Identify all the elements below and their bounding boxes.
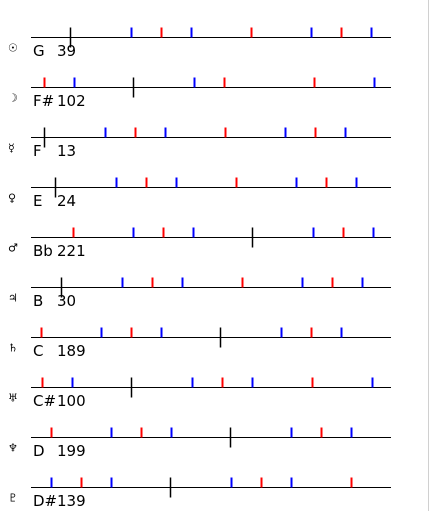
note-name: D	[33, 442, 45, 460]
planet-symbol: ☽	[8, 92, 18, 105]
degree-value: 189	[57, 342, 86, 360]
degree-value: 221	[57, 242, 86, 260]
planet-symbol: ♄	[8, 342, 18, 355]
note-name: Bb	[33, 242, 53, 260]
degree-value: 199	[57, 442, 86, 460]
degree-value: 30	[57, 292, 76, 310]
note-name: B	[33, 292, 43, 310]
note-name: G	[33, 42, 45, 60]
planet-symbol: ♇	[8, 492, 18, 505]
note-name: E	[33, 192, 42, 210]
degree-value: 24	[57, 192, 76, 210]
degree-value: 39	[57, 42, 76, 60]
note-name: F#	[33, 92, 54, 110]
planet-symbol: ♀	[8, 192, 16, 205]
planet-symbol: ♆	[8, 442, 18, 455]
degree-value: 102	[57, 92, 86, 110]
degree-value: 13	[57, 142, 76, 160]
planet-symbol: ♂	[8, 242, 18, 255]
note-name: D#	[33, 492, 57, 510]
planet-symbol: ☿	[8, 142, 15, 155]
note-name: C#	[33, 392, 56, 410]
note-name: F	[33, 142, 42, 160]
degree-value: 100	[57, 392, 86, 410]
degree-value: 139	[57, 492, 86, 510]
planet-symbol: ♅	[8, 392, 18, 405]
note-name: C	[33, 342, 43, 360]
planet-symbol: ☉	[8, 42, 18, 55]
planet-symbol: ♃	[8, 292, 18, 305]
